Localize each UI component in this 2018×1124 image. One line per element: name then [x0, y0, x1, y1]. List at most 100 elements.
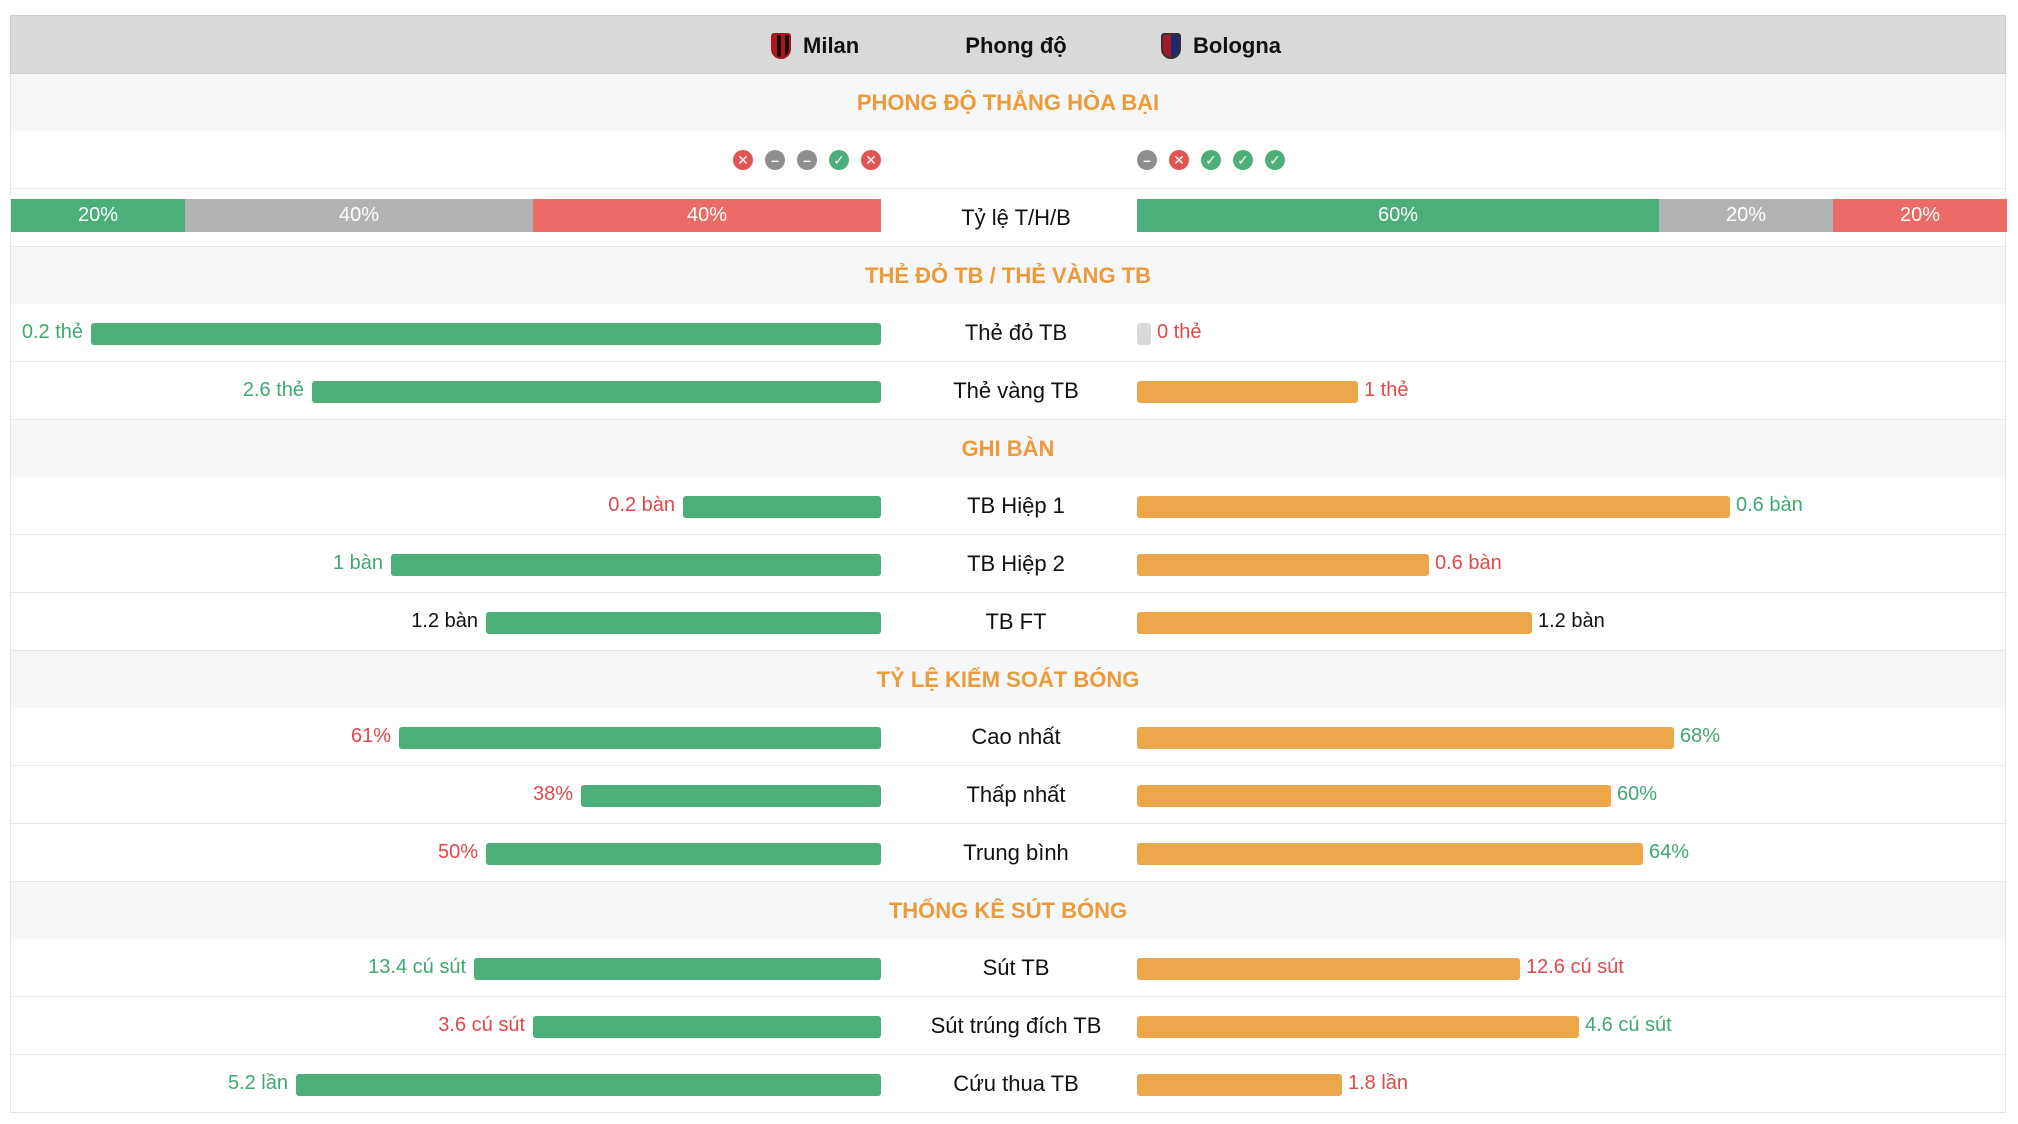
stat-label: Trung bình: [963, 839, 1069, 865]
home-stat-value: 0.2 bàn: [608, 494, 675, 516]
stat-row-possession-low: Thấp nhất 38% 60%: [10, 766, 2006, 824]
away-stat-value: 0 thẻ: [1157, 321, 1202, 343]
home-form-loss-icon: ✕: [733, 150, 753, 170]
away-stat-bar: [1137, 612, 1532, 634]
form-comparison-panel: Milan Phong độ Bologna PHONG ĐỘ THẮNG HÒ…: [10, 15, 2007, 1113]
stat-row-half2: TB Hiệp 2 1 bàn 0.6 bàn: [10, 535, 2006, 593]
home-ratio-seg-l: 40%: [533, 199, 881, 232]
home-stat-bar: [312, 381, 881, 403]
stat-label: Cứu thua TB: [953, 1070, 1079, 1096]
away-form-win-icon: ✓: [1201, 150, 1221, 170]
stat-label: TB FT: [985, 608, 1047, 634]
section-goals: GHI BÀN: [10, 420, 2006, 477]
header-bar: Milan Phong độ Bologna: [10, 15, 2006, 74]
home-stat-value: 13.4 cú sút: [368, 956, 466, 978]
home-ratio-seg-d: 40%: [185, 199, 533, 232]
stat-label: Thẻ vàng TB: [953, 377, 1079, 403]
section-shots: THỐNG KÊ SÚT BÓNG: [10, 882, 2006, 939]
away-stat-bar: [1137, 381, 1358, 403]
away-stat-value: 1 thẻ: [1364, 379, 1409, 401]
away-form-win-icon: ✓: [1233, 150, 1253, 170]
stat-row-red-cards: Thẻ đỏ TB 0.2 thẻ 0 thẻ: [10, 304, 2006, 362]
home-form-win-icon: ✓: [829, 150, 849, 170]
away-stat-bar: [1137, 554, 1429, 576]
away-stat-bar: [1137, 958, 1520, 980]
section-possession: TỶ LỆ KIỂM SOÁT BÓNG: [10, 651, 2006, 708]
home-stat-value: 38%: [532, 783, 573, 805]
away-stat-value: 0.6 bàn: [1736, 494, 1803, 516]
home-stat-value: 5.2 lần: [227, 1072, 288, 1094]
away-stat-value: 60%: [1617, 783, 1658, 805]
home-stat-bar: [486, 612, 881, 634]
bologna-crest-icon: [1161, 32, 1181, 59]
home-stat-bar: [474, 958, 881, 980]
away-stat-value: 12.6 cú sút: [1526, 956, 1624, 978]
home-team[interactable]: Milan: [771, 16, 859, 75]
home-team-name: Milan: [803, 32, 860, 58]
stat-label: Thấp nhất: [966, 781, 1066, 807]
away-form-draw-icon: –: [1137, 150, 1157, 170]
away-stat-value: 0.6 bàn: [1435, 552, 1502, 574]
stat-row-shots-on-target: Sút trúng đích TB 3.6 cú sút 4.6 cú sút: [10, 997, 2006, 1055]
home-stat-value: 61%: [350, 725, 391, 747]
away-ratio-seg-d: 20%: [1659, 199, 1833, 232]
stat-label: Cao nhất: [971, 723, 1061, 749]
away-stat-bar: [1137, 1074, 1342, 1096]
milan-crest-icon: [771, 32, 791, 59]
away-form-icons: – ✕ ✓ ✓ ✓: [1137, 150, 1285, 170]
home-form-draw-icon: –: [797, 150, 817, 170]
away-stat-value: 68%: [1680, 725, 1721, 747]
home-form-icons: ✕ – – ✓ ✕: [733, 150, 881, 170]
away-stat-bar: [1137, 727, 1674, 749]
away-stat-value: 1.8 lần: [1348, 1072, 1409, 1094]
stat-label: Sút trúng đích TB: [930, 1012, 1102, 1038]
away-ratio-seg-w: 60%: [1137, 199, 1659, 232]
away-form-loss-icon: ✕: [1169, 150, 1189, 170]
stat-row-ft: TB FT 1.2 bàn 1.2 bàn: [10, 593, 2006, 651]
home-stat-bar: [581, 785, 881, 807]
home-stat-value: 1 bàn: [332, 552, 383, 574]
home-stat-bar: [91, 323, 881, 345]
home-stat-value: 2.6 thẻ: [242, 379, 304, 401]
home-stat-value: 0.2 thẻ: [21, 321, 83, 343]
away-stat-value: 64%: [1649, 841, 1690, 863]
away-form-win-icon: ✓: [1265, 150, 1285, 170]
home-stat-bar: [399, 727, 881, 749]
section-cards: THẺ ĐỎ TB / THẺ VÀNG TB: [10, 247, 2006, 304]
away-stat-value: 1.2 bàn: [1538, 610, 1605, 632]
home-form-loss-icon: ✕: [861, 150, 881, 170]
home-ratio-bar: 20% 40% 40%: [11, 199, 881, 232]
home-stat-bar: [533, 1016, 881, 1038]
stat-row-shots: Sút TB 13.4 cú sút 12.6 cú sút: [10, 939, 2006, 997]
section-form: PHONG ĐỘ THẮNG HÒA BẠI: [10, 74, 2006, 131]
away-team[interactable]: Bologna: [1161, 16, 1281, 75]
away-ratio-bar: 60% 20% 20%: [1137, 199, 2007, 232]
home-stat-bar: [296, 1074, 881, 1096]
home-stat-bar: [683, 496, 881, 518]
home-stat-bar: [486, 843, 881, 865]
away-stat-bar: [1137, 843, 1643, 865]
stat-row-saves: Cứu thua TB 5.2 lần 1.8 lần: [10, 1055, 2006, 1113]
away-stat-bar: [1137, 785, 1611, 807]
home-stat-value: 1.2 bàn: [411, 610, 478, 632]
away-stat-bar: [1137, 1016, 1579, 1038]
ratio-row: 20% 40% 40% Tỷ lệ T/H/B 60% 20% 20%: [10, 189, 2007, 247]
home-form-draw-icon: –: [765, 150, 785, 170]
stat-row-possession-high: Cao nhất 61% 68%: [10, 708, 2006, 766]
away-stat-bar: [1137, 496, 1730, 518]
ratio-label: Tỷ lệ T/H/B: [961, 204, 1071, 230]
stat-row-half1: TB Hiệp 1 0.2 bàn 0.6 bàn: [10, 477, 2006, 535]
away-stat-value: 4.6 cú sút: [1585, 1014, 1672, 1036]
stat-label: TB Hiệp 1: [967, 492, 1065, 518]
home-stat-value: 3.6 cú sút: [438, 1014, 525, 1036]
stat-label: TB Hiệp 2: [967, 550, 1065, 576]
stat-label: Thẻ đỏ TB: [964, 319, 1068, 345]
home-ratio-seg-w: 20%: [11, 199, 185, 232]
home-stat-bar: [391, 554, 881, 576]
away-ratio-seg-l: 20%: [1833, 199, 2007, 232]
away-team-name: Bologna: [1193, 32, 1281, 58]
home-stat-value: 50%: [437, 841, 478, 863]
stat-row-possession-avg: Trung bình 50% 64%: [10, 824, 2006, 882]
form-icons-row: ✕ – – ✓ ✕ – ✕ ✓ ✓ ✓: [10, 131, 2006, 189]
stat-label: Sút TB: [982, 954, 1050, 980]
